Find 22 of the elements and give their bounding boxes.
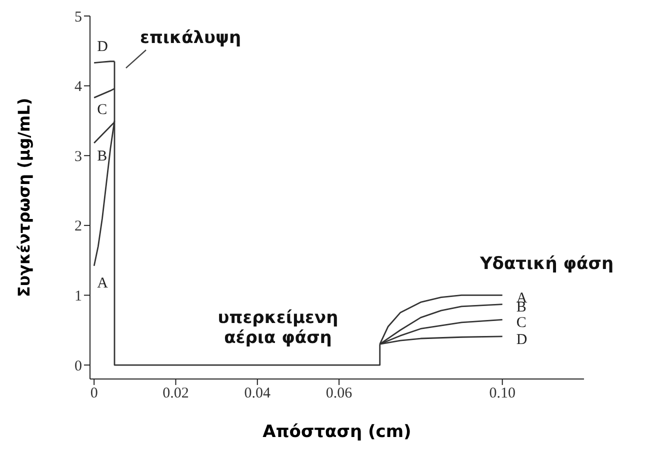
series-label: D — [97, 39, 108, 56]
series-label: C — [97, 102, 108, 118]
x-tick-label: 0.04 — [244, 386, 272, 402]
annotation: υπερκείμενη αέρια φάση — [216, 308, 340, 348]
annotation: Υδατική φάση — [480, 254, 614, 274]
y-tick-label: 3 — [74, 148, 82, 165]
annotation: επικάλυψη — [140, 28, 242, 48]
y-tick-label: 2 — [74, 218, 82, 235]
x-tick-label: 0.02 — [162, 386, 189, 402]
series-label: B — [97, 148, 108, 164]
text: D — [516, 332, 528, 348]
y-tick-label: 5 — [74, 9, 82, 26]
text: C — [516, 315, 526, 332]
y-tick-label: 1 — [74, 288, 82, 305]
y-tick-label: 0 — [74, 358, 82, 374]
x-tick-label: 0 — [90, 386, 98, 402]
x-axis-title: Απόσταση (cm) — [262, 422, 412, 442]
y-tick-label: 4 — [74, 79, 82, 96]
series-label: A — [97, 275, 108, 292]
x-tick-label: 0.10 — [489, 386, 516, 402]
x-tick-label: 0.06 — [326, 386, 353, 402]
y-axis-title: Συγκέντρωση (μg/mL) — [14, 98, 34, 298]
